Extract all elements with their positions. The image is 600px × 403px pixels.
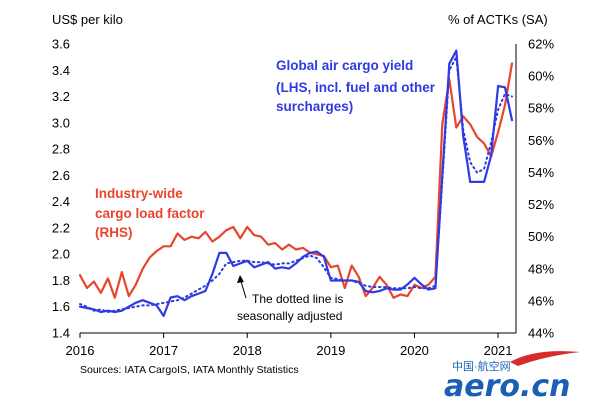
left-tick-label: 3.4 (52, 63, 70, 78)
source-note: Sources: IATA CargoIS, IATA Monthly Stat… (80, 364, 299, 376)
yield-annotation: Global air cargo yield (LHS, incl. fuel … (276, 58, 439, 114)
sa-note-line-2: seasonally adjusted (237, 309, 342, 323)
right-axis-title: % of ACTKs (SA) (448, 12, 548, 27)
right-tick-label: 46% (528, 293, 554, 308)
left-tick-label: 2.4 (52, 194, 70, 209)
left-tick-label: 1.8 (52, 273, 70, 288)
x-axis-tick-marks (79, 333, 499, 338)
right-tick-label: 58% (528, 101, 554, 116)
right-tick-label: 52% (528, 197, 554, 212)
left-tick-label: 2.6 (52, 168, 70, 183)
right-tick-label: 62% (528, 37, 554, 52)
x-tick-label: 2017 (149, 343, 178, 358)
right-tick-label: 48% (528, 261, 554, 276)
load-factor-annotation-line-3: (RHS) (95, 225, 133, 240)
sa-note-line-1: The dotted line is (252, 292, 343, 306)
left-tick-label: 1.6 (52, 299, 70, 314)
x-axis-ticks: 2016 2017 2018 2019 2020 2021 (66, 343, 513, 358)
watermark-small-text: 中国·航空网 (452, 359, 511, 373)
x-tick-label: 2020 (400, 343, 429, 358)
left-tick-label: 3.0 (52, 115, 70, 130)
left-tick-label: 2.2 (52, 220, 70, 235)
yield-annotation-line-2: (LHS, incl. fuel and other (276, 80, 436, 95)
load-factor-annotation: Industry-wide cargo load factor (RHS) (95, 186, 208, 240)
watermark-big-text: aero.cn (444, 369, 571, 403)
left-tick-label: 2.8 (52, 142, 70, 157)
sa-note: The dotted line is seasonally adjusted (237, 292, 347, 323)
load-factor-annotation-line-2: cargo load factor (95, 206, 205, 221)
right-tick-label: 60% (528, 69, 554, 84)
series-layer (78, 49, 514, 317)
x-tick-label: 2021 (484, 343, 513, 358)
watermark-swoosh (510, 351, 580, 366)
left-tick-label: 3.6 (52, 37, 70, 52)
series-line-yield-sa (79, 56, 513, 313)
right-axis-ticks: 44% 46% 48% 50% 52% 54% 56% 58% 60% 62% (528, 37, 554, 341)
right-tick-label: 44% (528, 326, 554, 341)
x-tick-label: 2018 (233, 343, 262, 358)
left-tick-label: 1.4 (52, 326, 70, 341)
left-tick-label: 3.2 (52, 89, 70, 104)
load-factor-annotation-line-1: Industry-wide (95, 186, 183, 201)
right-tick-label: 54% (528, 165, 554, 180)
left-tick-label: 2.0 (52, 247, 70, 262)
left-axis-ticks: 1.4 1.6 1.8 2.0 2.2 2.4 2.6 2.8 3.0 3.2 3.4 3.6 (52, 37, 70, 341)
right-tick-label: 56% (528, 133, 554, 148)
yield-annotation-line-1: Global air cargo yield (276, 58, 413, 73)
sa-note-arrowhead (237, 275, 244, 283)
x-tick-label: 2019 (316, 343, 345, 358)
series-line-load-factor (78, 62, 514, 299)
aero-cn-watermark: 中国·航空网 aero.cn (444, 351, 580, 403)
x-tick-label: 2016 (66, 343, 95, 358)
yield-annotation-line-3: surcharges) (276, 99, 353, 114)
left-axis-title: US$ per kilo (52, 12, 123, 27)
right-tick-label: 50% (528, 229, 554, 244)
